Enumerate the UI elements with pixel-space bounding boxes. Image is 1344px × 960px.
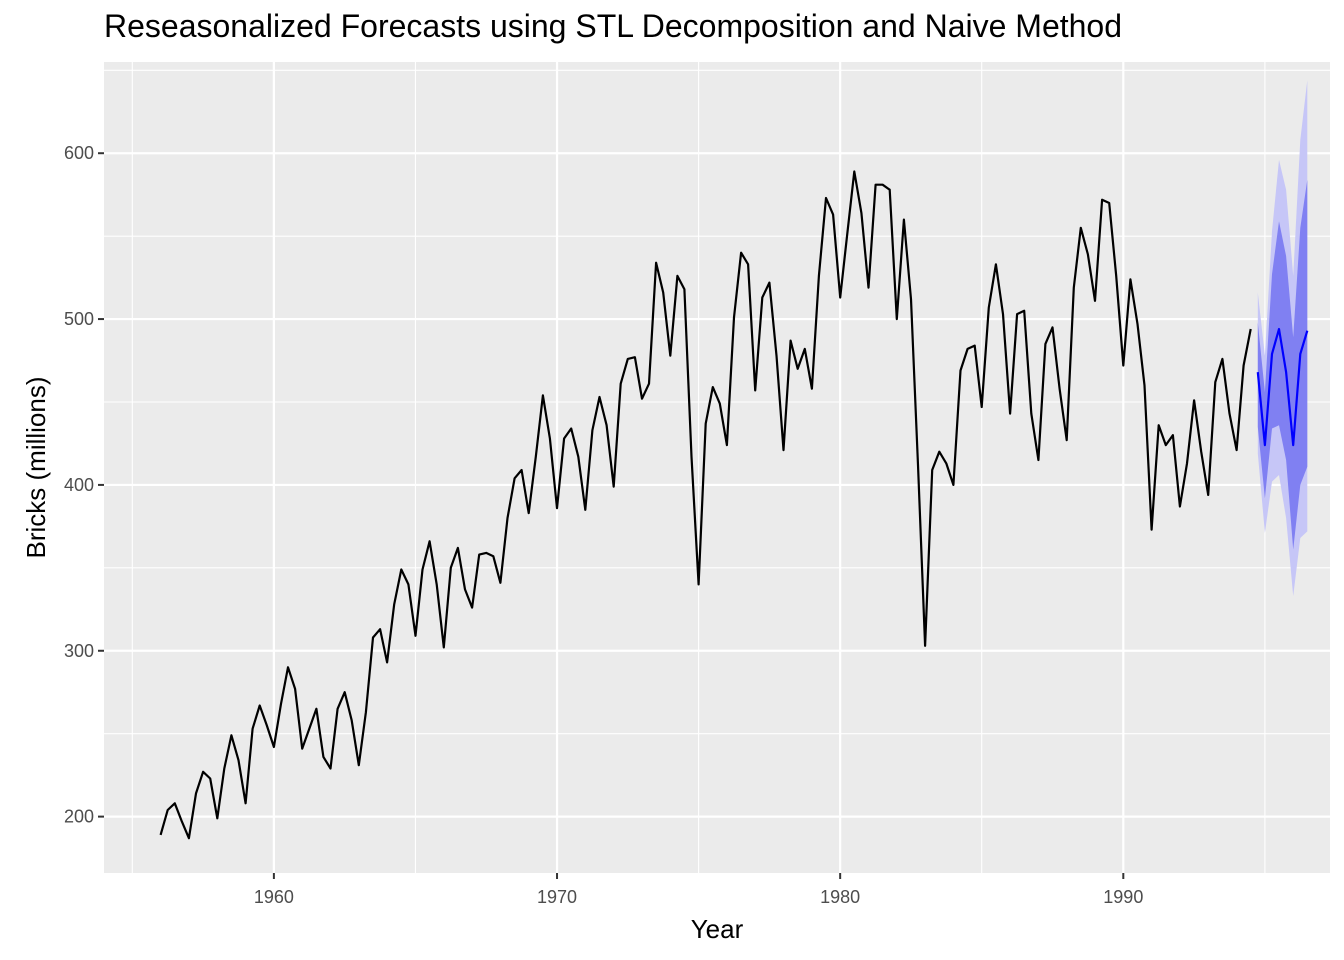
x-tick-label: 1970 [537, 887, 577, 907]
x-tick-label: 1980 [820, 887, 860, 907]
major-gridlines [104, 62, 1330, 873]
chart-title: Reseasonalized Forecasts using STL Decom… [104, 8, 1123, 44]
prediction-interval-80 [1257, 179, 1308, 550]
x-tick-label: 1960 [254, 887, 294, 907]
y-axis-title: Bricks (millions) [21, 377, 51, 559]
y-tick-label: 600 [64, 143, 94, 163]
y-tick-label: 300 [64, 641, 94, 661]
minor-gridlines [104, 62, 1330, 873]
x-axis-title: Year [691, 914, 744, 944]
axis-tick-labels: 1960 1970 1980 1990 200 300 400 500 600 [64, 143, 1143, 907]
y-tick-label: 500 [64, 309, 94, 329]
y-tick-label: 400 [64, 475, 94, 495]
plot-panel [104, 62, 1330, 873]
forecast-series-line [1256, 327, 1309, 447]
prediction-intervals [1257, 80, 1308, 596]
x-tick-label: 1990 [1103, 887, 1143, 907]
y-tick-label: 200 [64, 807, 94, 827]
history-series-line [159, 170, 1252, 840]
axis-ticks [98, 152, 1125, 879]
series-lines [159, 170, 1309, 840]
